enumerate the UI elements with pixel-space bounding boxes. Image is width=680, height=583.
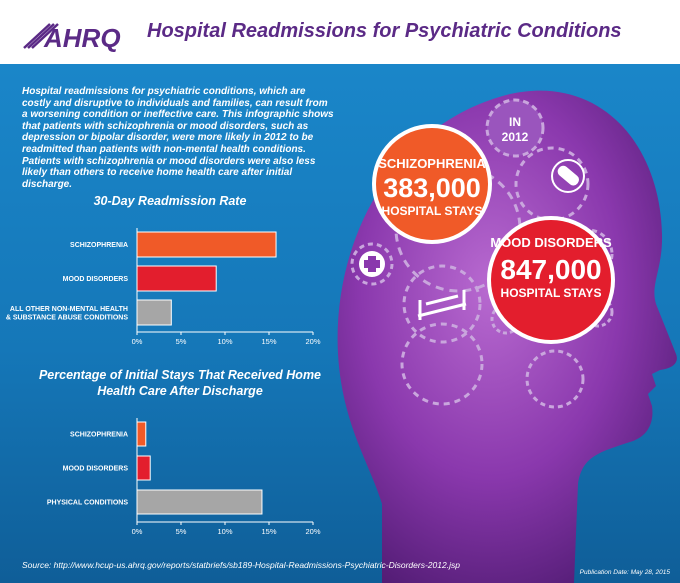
category-label: SCHIZOPHRENIA [70, 432, 128, 439]
year-label-part: IN [509, 115, 521, 129]
x-tick-label: 10% [217, 527, 232, 536]
x-tick-label: 15% [261, 337, 276, 346]
mood-bubble: MOOD DISORDERS 847,000 HOSPITAL STAYS [487, 216, 615, 344]
x-tick-label: 20% [305, 527, 320, 536]
schizophrenia-bubble: SCHIZOPHRENIA 383,000 HOSPITAL STAYS [372, 124, 492, 244]
bar [136, 455, 151, 481]
x-tick-label: 20% [305, 337, 320, 346]
x-tick-label: 5% [176, 337, 187, 346]
medical-cross-icon [350, 242, 394, 286]
bar [136, 299, 172, 326]
hospital-bed-icon [402, 264, 482, 344]
mood-label: MOOD DISORDERS [490, 235, 612, 250]
mood-sub: HOSPITAL STAYS [501, 286, 602, 300]
head-illustration: IN 2012 SCHIZOPHRENIA 383,000 HOSPITAL ST… [330, 64, 680, 583]
source-note: Source: http://www.hcup-us.ahrq.gov/repo… [22, 560, 460, 570]
category-label: MOOD DISORDERS [63, 466, 129, 473]
year-badge: IN 2012 [485, 98, 545, 158]
category-label: PHYSICAL CONDITIONS [47, 500, 128, 507]
category-label: SCHIZOPHRENIA [70, 242, 128, 249]
pill-icon [551, 159, 585, 193]
mood-value: 847,000 [500, 254, 601, 285]
schizophrenia-value: 383,000 [383, 173, 481, 203]
schizophrenia-sub: HOSPITAL STAYS [382, 204, 483, 218]
x-tick-label: 0% [132, 337, 143, 346]
bar [136, 421, 147, 447]
x-tick-label: 5% [176, 527, 187, 536]
category-label: ALL OTHER NON-MENTAL HEALTH & SUBSTANCE A… [6, 306, 128, 322]
ahrq-logo-icon: AHRQ [23, 23, 121, 53]
year-label-part: 2012 [502, 130, 529, 144]
chart1-readmission-rate: SCHIZOPHRENIA MOOD DISORDERS ALL OTHER NON… [6, 228, 321, 346]
bar [136, 231, 277, 258]
x-tick-label: 0% [132, 527, 143, 536]
publication-date: Publication Date: May 28, 2015 [579, 569, 670, 576]
header-bar: AHRQ Hospital Readmissions for Psychiatr… [0, 0, 680, 64]
page-title: Hospital Readmissions for Psychiatric Co… [147, 20, 622, 42]
bar [136, 489, 263, 515]
intro-paragraph: Hospital readmissions for psychiatric co… [22, 86, 334, 190]
category-label: MOOD DISORDERS [63, 276, 129, 283]
x-tick-label: 15% [261, 527, 276, 536]
chart1-title: 30-Day Readmission Rate [93, 194, 247, 208]
schizophrenia-label: SCHIZOPHRENIA [378, 156, 486, 171]
logo-text: AHRQ [43, 23, 121, 53]
chart2-title: Percentage of Initial Stays That Receive… [38, 368, 322, 398]
bar [136, 265, 217, 292]
x-tick-label: 10% [217, 337, 232, 346]
chart2-home-health-care: SCHIZOPHRENIA MOOD DISORDERS PHYSICAL COND… [47, 418, 321, 536]
year-label: IN 2012 [502, 115, 529, 144]
